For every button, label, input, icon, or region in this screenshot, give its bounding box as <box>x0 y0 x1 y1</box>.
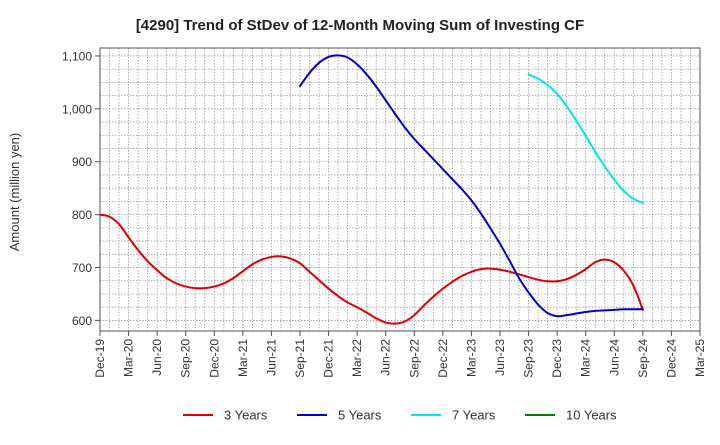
legend: 3 Years 5 Years 7 Years 10 Years <box>183 408 617 423</box>
x-tick-label: Mar-22 <box>350 339 364 377</box>
y-axis-label: Amount (million yen) <box>7 133 22 252</box>
legend-label: 5 Years <box>338 408 382 423</box>
legend-label: 10 Years <box>566 408 617 423</box>
series-line-3-years <box>99 213 644 325</box>
chart-title: [4290] Trend of StDev of 12-Month Moving… <box>136 17 584 34</box>
x-tick-label: Sep-20 <box>179 339 193 378</box>
x-tick-label: Sep-24 <box>636 339 650 378</box>
x-tick-label: Sep-21 <box>293 339 307 378</box>
plot-frame <box>99 47 701 332</box>
x-tick-label: Jun-20 <box>150 339 164 376</box>
x-tick-label: Dec-24 <box>664 339 678 378</box>
x-tick-label: Mar-25 <box>693 339 707 377</box>
y-tick-label: 600 <box>72 314 92 328</box>
series-line-5-years <box>299 54 644 318</box>
x-tick-label: Jun-22 <box>379 339 393 376</box>
x-tick-label: Dec-22 <box>436 339 450 378</box>
series-lines <box>99 54 644 325</box>
y-tick-label: 1,000 <box>62 102 92 116</box>
x-tick-label: Jun-21 <box>264 339 278 376</box>
x-tick-label: Sep-23 <box>522 339 536 378</box>
legend-item: 7 Years <box>411 408 496 423</box>
x-tick-label: Dec-21 <box>322 339 336 378</box>
legend-item: 5 Years <box>297 408 382 423</box>
x-axis-ticks: Dec-19 Mar-20 Jun-20 Sep-20 Dec-20 Mar-21 Jun-… <box>93 331 707 378</box>
x-tick-label: Sep-22 <box>407 339 421 378</box>
x-tick-label: Jun-23 <box>493 339 507 376</box>
x-tick-label: Mar-20 <box>122 339 136 377</box>
x-tick-label: Mar-21 <box>236 339 250 377</box>
legend-label: 3 Years <box>224 408 268 423</box>
grid-lines <box>99 48 701 331</box>
x-tick-label: Dec-19 <box>93 339 107 378</box>
x-tick-label: Dec-20 <box>207 339 221 378</box>
x-tick-label: Mar-23 <box>464 339 478 377</box>
x-tick-label: Mar-24 <box>579 339 593 377</box>
x-tick-label: Jun-24 <box>607 339 621 376</box>
legend-label: 7 Years <box>452 408 496 423</box>
y-tick-label: 1,100 <box>62 49 92 63</box>
x-tick-label: Dec-23 <box>550 339 564 378</box>
series-line-7-years <box>527 73 644 204</box>
y-tick-label: 700 <box>72 261 92 275</box>
y-tick-label: 800 <box>72 208 92 222</box>
legend-item: 10 Years <box>525 408 617 423</box>
legend-item: 3 Years <box>183 408 268 423</box>
y-tick-label: 900 <box>72 155 92 169</box>
y-axis-ticks: 600 700 800 900 1,000 1,100 <box>62 49 100 328</box>
